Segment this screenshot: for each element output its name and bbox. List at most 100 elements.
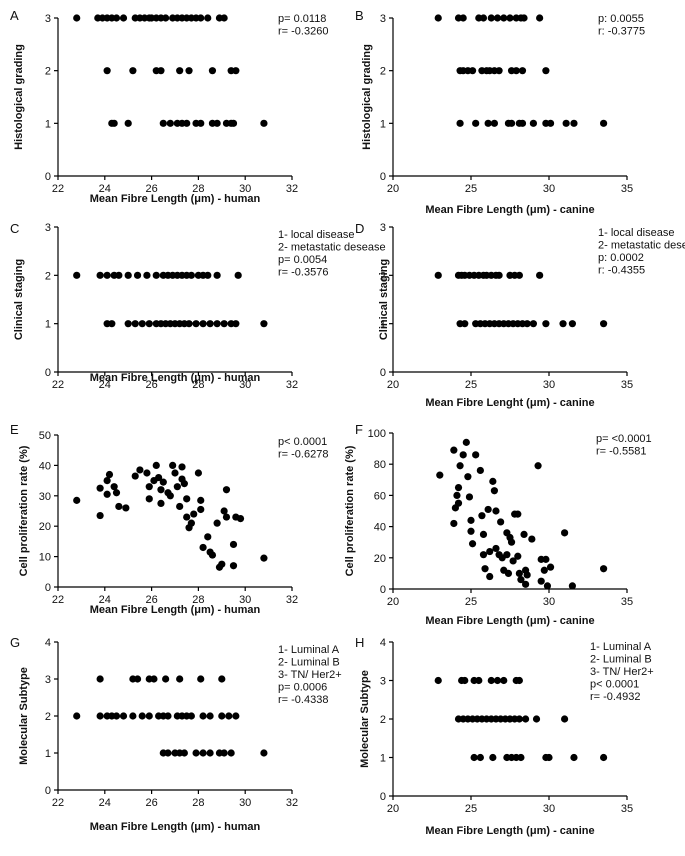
panel-letter: E	[10, 422, 19, 437]
x-tick-label: 20	[387, 183, 399, 195]
data-point	[515, 569, 523, 578]
x-axis-title: Mean Fibre Length (μm) - human	[90, 604, 261, 616]
data-point	[492, 544, 500, 553]
data-point	[220, 14, 228, 22]
data-point	[542, 555, 550, 563]
y-tick-label: 20	[374, 553, 386, 565]
data-point	[484, 119, 492, 127]
data-point	[492, 507, 500, 515]
data-point	[166, 119, 174, 127]
y-tick-label: 0	[380, 367, 386, 379]
data-point	[520, 530, 528, 539]
data-point	[213, 320, 221, 328]
data-point	[112, 712, 121, 720]
data-point	[180, 480, 188, 488]
data-point	[561, 529, 569, 537]
stat-annotation: p< 0.0001	[278, 436, 327, 448]
stat-annotation: 3- TN/ Her2+	[278, 669, 342, 681]
data-point	[183, 119, 191, 127]
y-tick-label: 2	[45, 711, 51, 723]
data-point	[562, 119, 570, 127]
data-point	[518, 119, 527, 127]
data-point	[222, 486, 231, 494]
data-point	[436, 471, 444, 479]
data-point	[96, 712, 104, 720]
data-point	[454, 499, 463, 507]
data-point	[484, 505, 492, 514]
data-point	[73, 271, 81, 279]
data-point	[178, 463, 186, 471]
y-tick-label: 2	[45, 66, 51, 78]
data-point	[528, 535, 536, 543]
data-point	[136, 466, 144, 474]
x-tick-label: 24	[99, 379, 111, 391]
data-point	[73, 14, 81, 22]
data-point	[159, 478, 167, 486]
x-tick-label: 20	[387, 596, 399, 608]
data-point	[529, 320, 538, 328]
data-point	[229, 540, 238, 549]
data-point	[570, 119, 578, 127]
x-tick-label: 32	[286, 594, 298, 606]
data-point	[213, 519, 221, 527]
data-point	[122, 504, 130, 512]
y-tick-label: 50	[39, 430, 51, 442]
data-point	[568, 582, 577, 590]
data-point	[546, 563, 555, 571]
data-point	[536, 14, 544, 22]
stat-annotation: p< 0.0001	[590, 679, 639, 691]
data-point	[468, 67, 477, 75]
data-point	[206, 749, 214, 757]
y-tick-label: 4	[45, 637, 51, 649]
y-axis-title: Histological grading	[361, 44, 373, 150]
data-point	[236, 515, 245, 523]
data-point	[512, 67, 520, 75]
data-point	[204, 14, 212, 22]
x-tick-label: 28	[192, 379, 204, 391]
x-tick-label: 35	[621, 596, 633, 608]
data-point	[520, 14, 528, 22]
data-point	[454, 484, 463, 492]
x-tick-label: 25	[465, 183, 477, 195]
stat-annotation: 2- Luminal B	[590, 654, 652, 666]
data-point	[115, 502, 123, 511]
data-point	[222, 513, 231, 521]
y-tick-label: 3	[45, 222, 51, 234]
data-point	[570, 753, 578, 762]
x-tick-label: 30	[543, 183, 555, 195]
x-tick-label: 26	[145, 797, 157, 809]
stat-annotation: p= <0.0001	[596, 433, 652, 445]
data-point	[493, 14, 502, 22]
stat-annotation: r= -0.6278	[278, 449, 328, 461]
data-point	[461, 320, 469, 328]
data-point	[192, 749, 200, 757]
data-point	[185, 67, 193, 75]
data-point	[187, 271, 195, 279]
stat-annotation: r= -0.3260	[278, 26, 328, 38]
y-axis-title: Cell proliferation rate (%)	[344, 445, 356, 576]
data-point	[218, 675, 226, 683]
stat-annotation: r= -0.4338	[278, 694, 328, 706]
data-point	[157, 486, 165, 494]
y-axis-title: Molecular Subtype	[18, 667, 30, 765]
data-point	[194, 469, 202, 477]
x-tick-label: 20	[387, 379, 399, 391]
x-tick-label: 28	[192, 183, 204, 195]
data-point	[157, 67, 165, 75]
data-point	[220, 507, 228, 515]
data-point	[208, 67, 217, 75]
y-tick-label: 0	[380, 791, 386, 803]
data-point	[129, 712, 137, 720]
data-point	[459, 451, 467, 459]
y-tick-label: 4	[380, 637, 386, 649]
data-point	[517, 576, 525, 584]
data-point	[220, 320, 228, 328]
x-tick-label: 26	[145, 183, 157, 195]
y-tick-label: 3	[380, 13, 386, 25]
y-tick-label: 100	[368, 428, 386, 440]
data-point	[546, 119, 555, 127]
data-point	[96, 271, 104, 279]
x-axis-title: Mean Fibre Length (μm) - canine	[425, 825, 594, 837]
data-point	[545, 753, 553, 762]
data-point	[145, 483, 153, 491]
